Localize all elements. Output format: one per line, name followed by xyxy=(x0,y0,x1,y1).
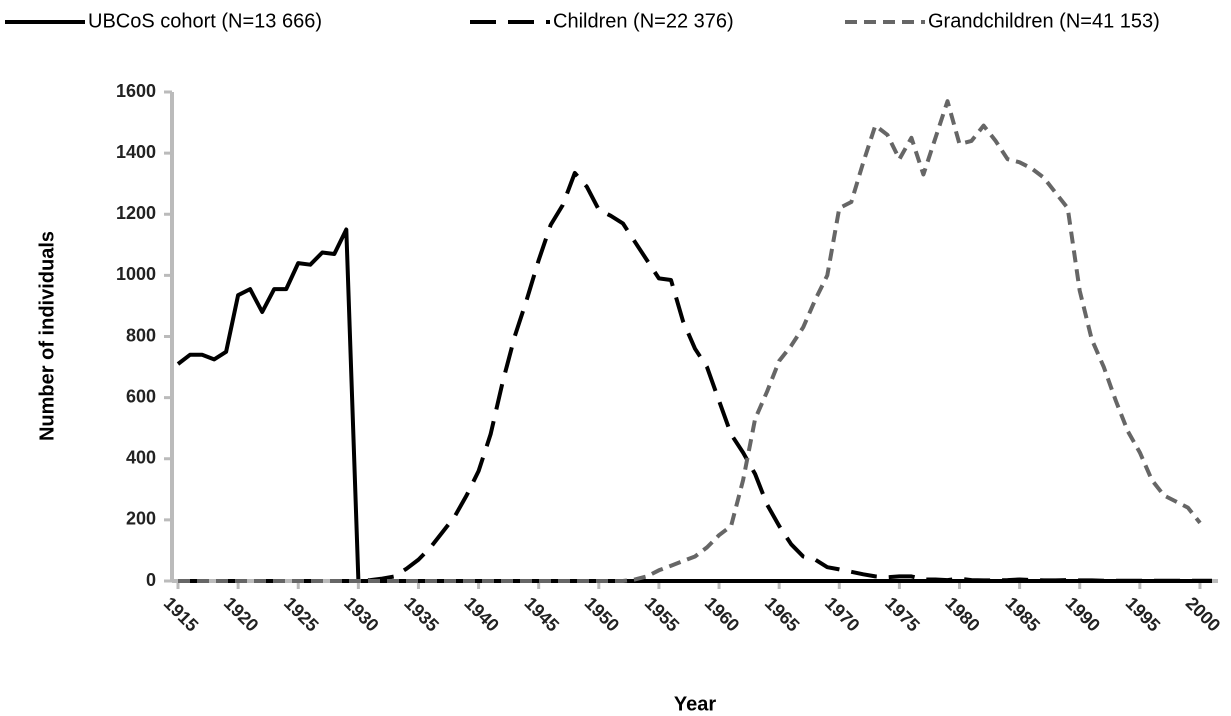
x-tick-label: 1955 xyxy=(641,593,683,635)
x-tick-label: 1990 xyxy=(1062,593,1104,635)
x-tick-label: 1950 xyxy=(581,593,623,635)
x-tick-label: 1995 xyxy=(1122,593,1164,635)
y-tick-label: 1600 xyxy=(116,81,156,101)
x-tick-label: 1985 xyxy=(1001,593,1043,635)
x-tick-label: 1965 xyxy=(761,593,803,635)
x-tick-label: 1970 xyxy=(821,593,863,635)
y-tick-label: 200 xyxy=(126,509,156,529)
y-tick-label: 800 xyxy=(126,325,156,345)
x-axis-title: Year xyxy=(674,693,716,715)
x-tick-label: 1915 xyxy=(160,593,202,635)
series-line xyxy=(178,99,1202,583)
x-tick-label: 1945 xyxy=(521,593,563,635)
legend-label: Children (N=22 376) xyxy=(553,10,734,32)
y-tick-label: 1200 xyxy=(116,203,156,223)
x-tick-label: 1980 xyxy=(941,593,983,635)
y-axis-title: Number of individuals xyxy=(36,231,58,441)
y-tick-label: 1000 xyxy=(116,264,156,284)
legend-label: UBCoS cohort (N=13 666) xyxy=(88,10,322,32)
x-tick-label: 1930 xyxy=(340,593,382,635)
x-tick-label: 1920 xyxy=(220,593,262,635)
y-tick-label: 1400 xyxy=(116,142,156,162)
legend-label: Grandchildren (N=41 153) xyxy=(928,10,1160,32)
x-tick-label: 1935 xyxy=(400,593,442,635)
y-tick-label: 600 xyxy=(126,386,156,406)
series-line xyxy=(178,171,1212,583)
y-tick-label: 400 xyxy=(126,448,156,468)
x-tick-label: 1960 xyxy=(701,593,743,635)
x-tick-label: 2000 xyxy=(1182,593,1224,635)
x-tick-label: 1940 xyxy=(460,593,502,635)
x-tick-label: 1925 xyxy=(280,593,322,635)
series-line xyxy=(176,227,1212,583)
y-tick-label: 0 xyxy=(146,570,156,590)
x-tick-label: 1975 xyxy=(881,593,923,635)
